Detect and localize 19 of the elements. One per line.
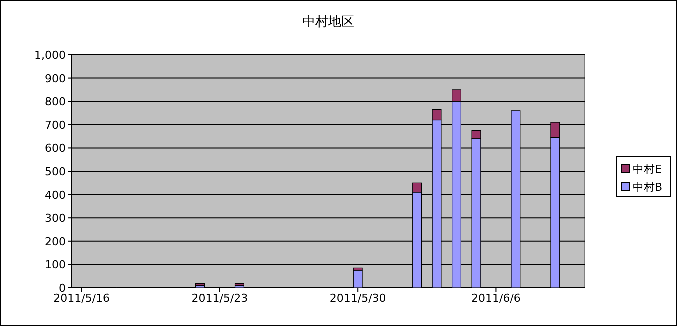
y-tick-label: 200 [45,235,66,248]
y-tick-label: 100 [45,258,66,272]
y-tick-label: 600 [45,142,66,156]
y-tick-label: 0 [59,282,66,295]
y-tick-label: 300 [45,212,66,226]
y-tick-label: 900 [45,72,66,86]
y-tick-label: 800 [45,96,66,109]
y-tick-label: 700 [45,118,66,132]
x-tick-label: 2011/5/30 [330,292,386,305]
bar [353,270,363,288]
legend-label: 中村B [633,181,663,194]
x-tick-label: 2011/6/6 [472,292,521,305]
chart-title: 中村地区 [302,15,354,30]
y-tick-label: 400 [45,188,66,202]
y-tick-label: 500 [45,166,66,178]
y-tick-label: 1,000 [34,49,66,62]
x-tick-label: 2011/5/16 [54,292,110,305]
legend-label: 中村E [633,163,662,176]
x-tick-label: 2011/5/23 [192,292,248,305]
